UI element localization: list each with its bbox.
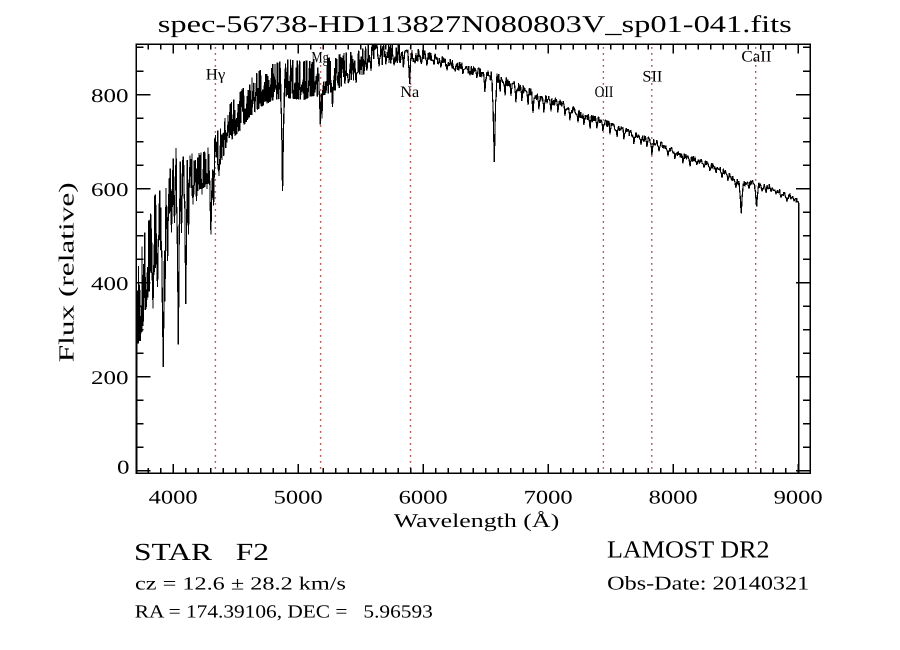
svg-text:9000: 9000	[774, 488, 823, 509]
svg-text:8000: 8000	[649, 488, 698, 509]
svg-text:4000: 4000	[149, 488, 198, 509]
svg-text:Obs-Date: 20140321: Obs-Date: 20140321	[607, 573, 809, 594]
svg-text:200: 200	[91, 368, 129, 389]
svg-text:RA = 174.39106, DEC = 5.9659: RA = 174.39106, DEC = 5.96593	[135, 603, 433, 623]
svg-text:cz = 12.6 ± 28.2 km/s: cz = 12.6 ± 28.2 km/s	[135, 575, 346, 595]
svg-text:600: 600	[91, 180, 129, 201]
svg-text:Wavelength (Å): Wavelength (Å)	[394, 511, 559, 532]
svg-text:SII: SII	[642, 69, 662, 86]
svg-text:LAMOST DR2: LAMOST DR2	[607, 537, 770, 564]
svg-text:6000: 6000	[399, 488, 448, 509]
svg-text:800: 800	[91, 86, 129, 107]
svg-text:5000: 5000	[274, 488, 323, 509]
svg-text:spec-56738-HD113827N080803V_sp: spec-56738-HD113827N080803V_sp01-041.fit…	[158, 12, 792, 38]
svg-text:7000: 7000	[524, 488, 573, 509]
svg-text:Flux (relative): Flux (relative)	[55, 182, 79, 362]
svg-text:Na: Na	[400, 84, 419, 101]
svg-text:STAR F2: STAR F2	[134, 539, 269, 566]
svg-text:OII: OII	[595, 84, 614, 101]
svg-text:Mg: Mg	[311, 50, 329, 67]
svg-text:0: 0	[117, 458, 130, 479]
svg-text:CaII: CaII	[741, 48, 771, 65]
svg-text:Hγ: Hγ	[206, 67, 226, 84]
svg-text:400: 400	[91, 274, 129, 295]
